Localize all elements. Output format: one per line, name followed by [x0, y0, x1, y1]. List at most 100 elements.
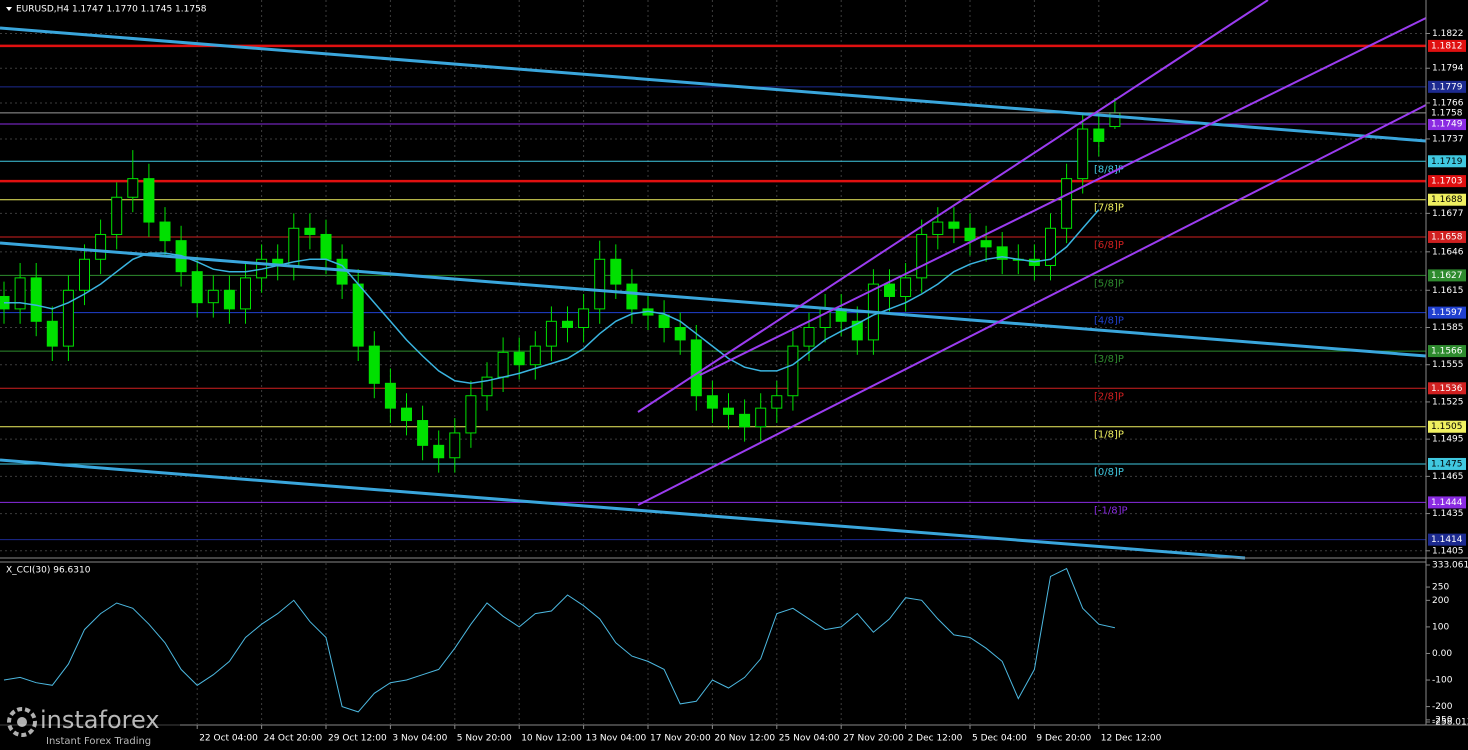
candle-body: [562, 320, 573, 329]
candle-body: [449, 432, 461, 459]
price-box: [1428, 106, 1466, 119]
y-tick-label: 1.1435: [1432, 509, 1464, 519]
level-tag: [1/8]P: [1094, 430, 1124, 441]
candle-body: [127, 178, 139, 198]
y-tick-label: -200: [1432, 702, 1453, 712]
candle-body: [159, 221, 171, 242]
level-tag: [2/8]P: [1094, 391, 1124, 402]
trend-line: [0, 458, 1246, 560]
level-tag: [6/8]P: [1094, 240, 1124, 251]
brand-tagline: Instant Forex Trading: [46, 736, 151, 747]
level-tag: [0/8]P: [1094, 467, 1124, 478]
logo: [7, 707, 37, 737]
candle-body: [1093, 128, 1105, 142]
level-price-label: 1.1505: [1431, 422, 1463, 432]
level-price-label: 1.1812: [1431, 41, 1463, 51]
candle-body: [304, 227, 316, 235]
candle-body: [996, 246, 1008, 260]
x-tick-label: 24 Oct 20:00: [264, 734, 323, 744]
channel-line: [699, 17, 1427, 376]
y-tick-label: 1.1495: [1432, 435, 1464, 445]
y-tick-label: 1.1405: [1432, 546, 1464, 556]
candle-body: [594, 258, 606, 310]
level-tag: [8/8]P: [1094, 164, 1124, 175]
candle-body: [384, 382, 396, 409]
indicator-line: [3, 567, 1116, 713]
candle-body: [706, 395, 718, 409]
y-tick-label: -250: [1432, 715, 1453, 725]
candle-body: [401, 407, 412, 422]
candle-body: [948, 221, 960, 229]
y-tick-label: 0.00: [1432, 649, 1452, 659]
candle-body: [690, 339, 702, 397]
y-tick-label: 1.1677: [1432, 209, 1464, 219]
y-tick-label: 1.1615: [1432, 286, 1464, 296]
y-tick-label: 1.1737: [1432, 134, 1464, 144]
level-price-box: [1428, 306, 1466, 319]
chart-title: EURUSD,H4 1.1747 1.1770 1.1745 1.1758: [16, 5, 207, 15]
candle-body: [513, 351, 525, 366]
x-tick-label: 22 Oct 04:00: [199, 734, 258, 744]
y-tick-label: 1.1525: [1432, 397, 1464, 407]
level-tag: [5/8]P: [1094, 278, 1124, 289]
candle-body: [980, 240, 992, 248]
x-tick-label: 2 Dec 12:00: [908, 734, 963, 744]
x-tick-label: 13 Nov 04:00: [586, 734, 647, 744]
level-tag: [-1/8]P: [1094, 505, 1128, 516]
candle-body: [465, 395, 477, 434]
x-tick-label: 27 Nov 20:00: [843, 734, 904, 744]
candle-body: [1045, 227, 1056, 266]
trend-line: [0, 26, 1427, 143]
brand-name: instaforex: [40, 706, 160, 734]
x-tick-label: 5 Nov 20:00: [457, 734, 512, 744]
candle-body: [884, 283, 895, 297]
level-price-label: 1.1444: [1431, 498, 1463, 508]
y-tick-label: 1.1585: [1432, 323, 1464, 333]
level-price-label: 1.1719: [1431, 157, 1463, 167]
level-tag: [4/8]P: [1094, 316, 1124, 327]
candle-body: [610, 258, 622, 285]
candle-body: [851, 320, 863, 341]
candle-body: [529, 345, 541, 366]
y-tick-label: 1.1766: [1432, 98, 1464, 108]
level-price-label: 1.1658: [1431, 232, 1463, 242]
candle-body: [62, 289, 74, 347]
trend-line: [0, 241, 1427, 358]
y-tick-label: 100: [1432, 622, 1449, 632]
x-tick-label: 3 Nov 04:00: [392, 734, 447, 744]
candle-body: [79, 258, 90, 291]
candle-body: [755, 407, 767, 428]
candle-body: [417, 420, 429, 446]
level-tag: [3/8]P: [1094, 354, 1124, 365]
level-price-label: 1.1536: [1431, 384, 1463, 394]
level-price-box: [1428, 39, 1466, 52]
indicator-title: X_CCI(30) 96.6310: [6, 566, 91, 576]
candle-body: [739, 413, 751, 428]
level-price-label: 1.1779: [1431, 82, 1463, 92]
y-tick-label: 1.1794: [1432, 64, 1464, 74]
x-tick-label: 9 Dec 20:00: [1036, 734, 1091, 744]
y-tick-label: 1.1646: [1432, 247, 1464, 257]
level-price-label: 1.1703: [1431, 177, 1463, 187]
candle-body: [626, 283, 638, 310]
candle-body: [240, 277, 251, 310]
y-tick-label: 333.061: [1432, 561, 1468, 571]
x-tick-label: 29 Oct 12:00: [328, 734, 387, 744]
x-tick-label: 12 Dec 12:00: [1101, 734, 1162, 744]
candle-body: [964, 227, 976, 242]
candle-body: [674, 327, 686, 341]
y-tick-label: 1.1822: [1432, 29, 1464, 39]
channel-line: [637, 0, 1269, 413]
level-price-label: 1.1475: [1431, 459, 1463, 469]
candle-body: [932, 221, 944, 235]
candle-body: [368, 345, 380, 384]
candle-body: [111, 196, 123, 235]
candle-body: [658, 314, 670, 329]
candle-body: [545, 320, 557, 347]
level-price-box: [1428, 382, 1466, 395]
candle-body: [95, 233, 107, 260]
watermark-bg: [0, 704, 180, 750]
candle-body: [223, 289, 235, 310]
x-tick-label: 20 Nov 12:00: [714, 734, 775, 744]
